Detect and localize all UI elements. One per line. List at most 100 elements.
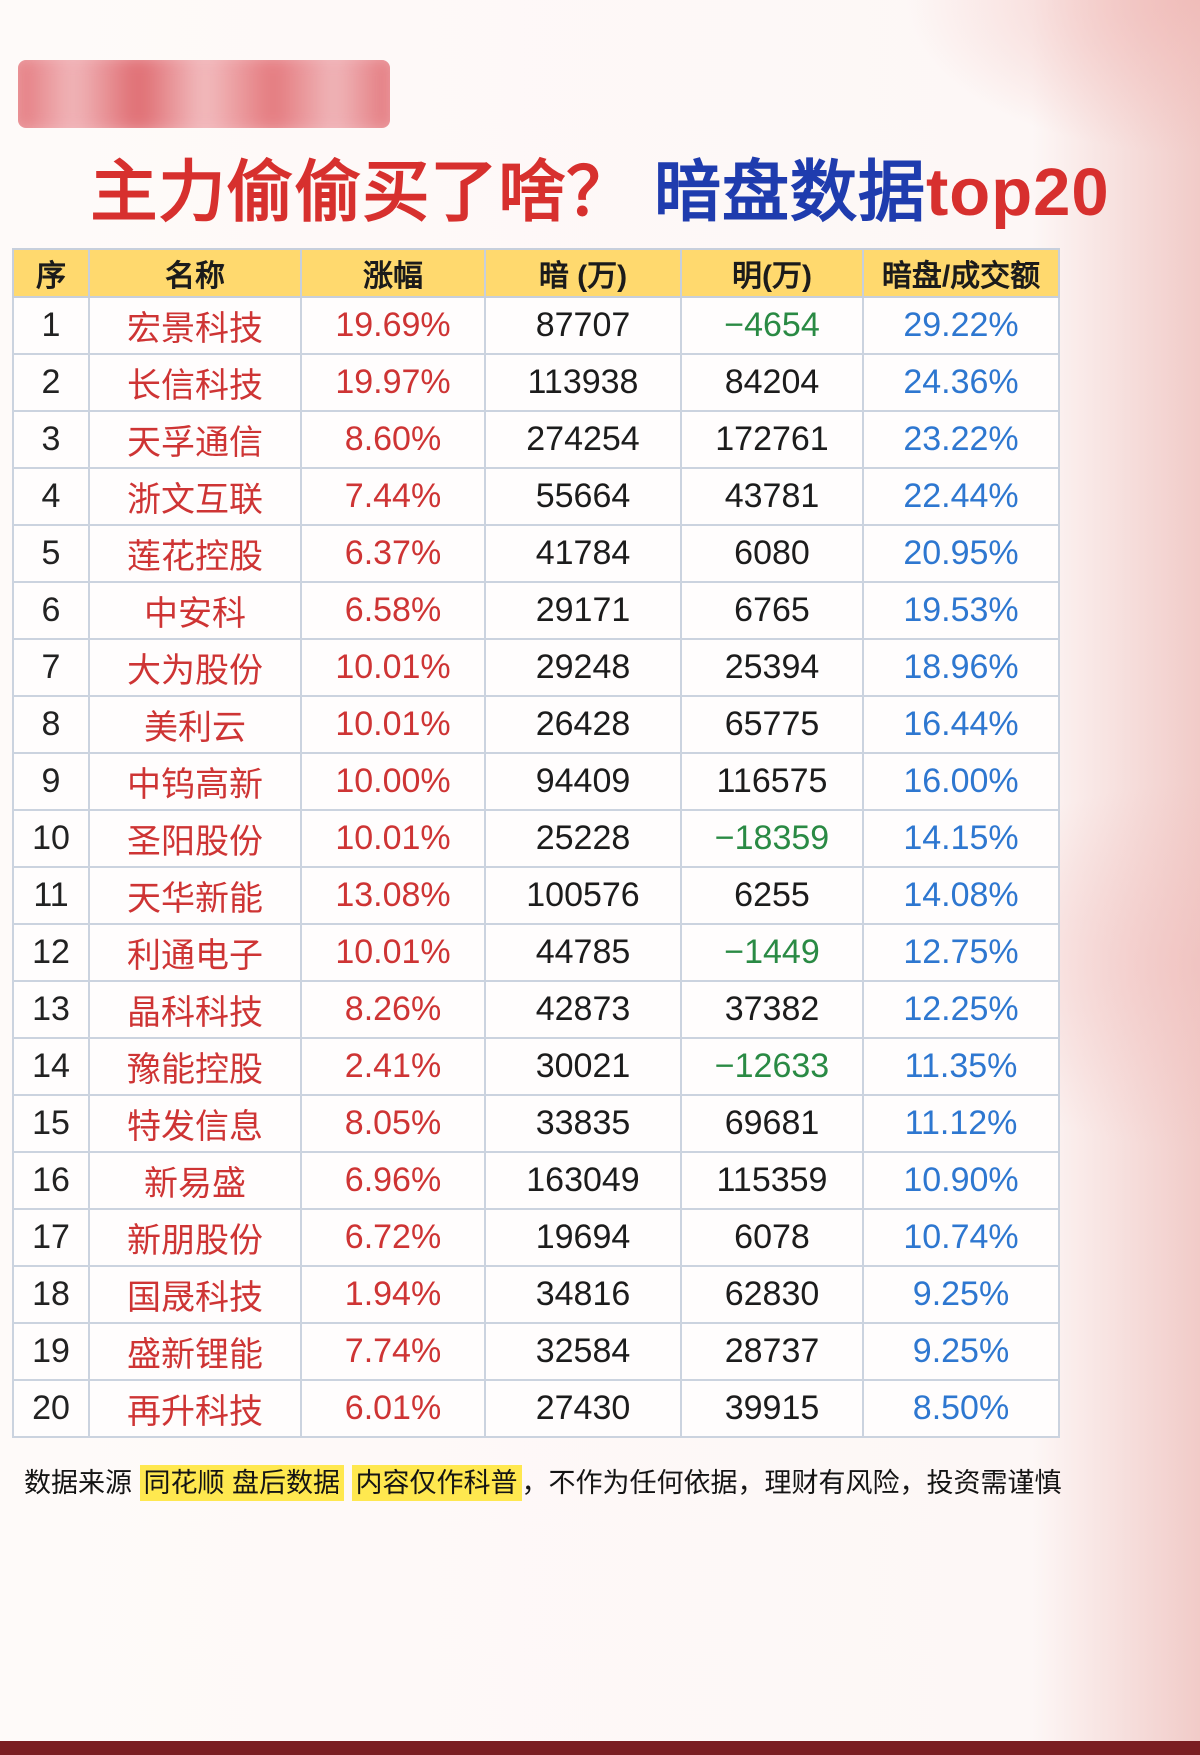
cell-name: 国晟科技 xyxy=(88,1265,302,1324)
cell-light: 69681 xyxy=(680,1094,864,1153)
cell-name: 豫能控股 xyxy=(88,1037,302,1096)
cell-change: 8.26% xyxy=(300,980,486,1039)
cell-ratio: 16.00% xyxy=(862,752,1060,811)
cell-light: 6080 xyxy=(680,524,864,583)
footer-note-highlight: 内容仅作科普 xyxy=(351,1465,522,1501)
cell-dark: 27430 xyxy=(484,1379,682,1438)
cell-change: 10.01% xyxy=(300,638,486,697)
cell-ratio: 10.90% xyxy=(862,1151,1060,1210)
table-row: 20 再升科技 6.01% 27430 39915 8.50% xyxy=(12,1379,1060,1438)
table-row: 14 豫能控股 2.41% 30021 −12633 11.35% xyxy=(12,1037,1060,1096)
cell-change: 10.00% xyxy=(300,752,486,811)
cell-rank: 17 xyxy=(12,1208,90,1267)
cell-light: 25394 xyxy=(680,638,864,697)
cell-name: 特发信息 xyxy=(88,1094,302,1153)
cell-name: 圣阳股份 xyxy=(88,809,302,868)
cell-rank: 15 xyxy=(12,1094,90,1153)
column-header: 名称 xyxy=(88,248,302,298)
cell-ratio: 22.44% xyxy=(862,467,1060,526)
cell-change: 13.08% xyxy=(300,866,486,925)
column-header: 明(万) xyxy=(680,248,864,298)
table-row: 12 利通电子 10.01% 44785 −1449 12.75% xyxy=(12,923,1060,982)
cell-dark: 32584 xyxy=(484,1322,682,1381)
footer-space xyxy=(344,1468,352,1498)
dark-pool-table: 序名称 涨幅暗 (万) 明(万) 暗盘/成交额 1 宏景科技 19.69% 87707 −46… xyxy=(12,248,1060,1438)
cell-rank: 10 xyxy=(12,809,90,868)
table-header-row: 序名称 涨幅暗 (万) 明(万) 暗盘/成交额 xyxy=(12,248,1060,298)
cell-dark: 25228 xyxy=(484,809,682,868)
bottom-bar xyxy=(0,1741,1200,1755)
table-row: 15 特发信息 8.05% 33835 69681 11.12% xyxy=(12,1094,1060,1153)
column-header: 暗盘/成交额 xyxy=(862,248,1060,298)
table-row: 9 中钨高新 10.00% 94409 116575 16.00% xyxy=(12,752,1060,811)
cell-ratio: 18.96% xyxy=(862,638,1060,697)
cell-change: 19.97% xyxy=(300,353,486,412)
cell-rank: 9 xyxy=(12,752,90,811)
cell-name: 新易盛 xyxy=(88,1151,302,1210)
table-row: 19 盛新锂能 7.74% 32584 28737 9.25% xyxy=(12,1322,1060,1381)
cell-light: −12633 xyxy=(680,1037,864,1096)
cell-change: 1.94% xyxy=(300,1265,486,1324)
cell-light: 116575 xyxy=(680,752,864,811)
column-header: 序 xyxy=(12,248,90,298)
cell-rank: 4 xyxy=(12,467,90,526)
cell-change: 6.01% xyxy=(300,1379,486,1438)
cell-rank: 7 xyxy=(12,638,90,697)
cell-rank: 18 xyxy=(12,1265,90,1324)
cell-rank: 12 xyxy=(12,923,90,982)
cell-change: 8.60% xyxy=(300,410,486,469)
table-row: 13 晶科科技 8.26% 42873 37382 12.25% xyxy=(12,980,1060,1039)
cell-name: 莲花控股 xyxy=(88,524,302,583)
cell-ratio: 19.53% xyxy=(862,581,1060,640)
cell-change: 10.01% xyxy=(300,695,486,754)
cell-change: 8.05% xyxy=(300,1094,486,1153)
cell-dark: 42873 xyxy=(484,980,682,1039)
cell-name: 大为股份 xyxy=(88,638,302,697)
table-row: 11 天华新能 13.08% 100576 6255 14.08% xyxy=(12,866,1060,925)
cell-dark: 55664 xyxy=(484,467,682,526)
cell-dark: 41784 xyxy=(484,524,682,583)
cell-rank: 20 xyxy=(12,1379,90,1438)
column-header: 涨幅 xyxy=(300,248,486,298)
cell-dark: 19694 xyxy=(484,1208,682,1267)
cell-name: 再升科技 xyxy=(88,1379,302,1438)
cell-dark: 33835 xyxy=(484,1094,682,1153)
cell-dark: 87707 xyxy=(484,296,682,355)
page-title: 主力偷偷买了啥？ 暗盘数据top20 xyxy=(0,138,1200,235)
cell-rank: 6 xyxy=(12,581,90,640)
cell-light: 6255 xyxy=(680,866,864,925)
table-row: 6 中安科 6.58% 29171 6765 19.53% xyxy=(12,581,1060,640)
cell-name: 长信科技 xyxy=(88,353,302,412)
cell-light: 172761 xyxy=(680,410,864,469)
cell-change: 7.44% xyxy=(300,467,486,526)
footer-suffix: ，不作为任何依据，理财有风险，投资需谨慎 xyxy=(521,1468,1062,1498)
cell-ratio: 12.75% xyxy=(862,923,1060,982)
cell-dark: 100576 xyxy=(484,866,682,925)
table-row: 5 莲花控股 6.37% 41784 6080 20.95% xyxy=(12,524,1060,583)
cell-ratio: 20.95% xyxy=(862,524,1060,583)
cell-rank: 14 xyxy=(12,1037,90,1096)
cell-rank: 2 xyxy=(12,353,90,412)
cell-change: 6.37% xyxy=(300,524,486,583)
disclaimer: 数据来源 同花顺 盘后数据 内容仅作科普 ，不作为任何依据，理财有风险，投资需谨慎 xyxy=(24,1465,1174,1501)
cell-light: 43781 xyxy=(680,467,864,526)
cell-name: 天华新能 xyxy=(88,866,302,925)
cell-ratio: 9.25% xyxy=(862,1322,1060,1381)
cell-ratio: 10.74% xyxy=(862,1208,1060,1267)
cell-change: 10.01% xyxy=(300,809,486,868)
cell-ratio: 23.22% xyxy=(862,410,1060,469)
column-header: 暗 (万) xyxy=(484,248,682,298)
cell-ratio: 24.36% xyxy=(862,353,1060,412)
cell-rank: 3 xyxy=(12,410,90,469)
cell-name: 利通电子 xyxy=(88,923,302,982)
table-row: 8 美利云 10.01% 26428 65775 16.44% xyxy=(12,695,1060,754)
table-row: 4 浙文互联 7.44% 55664 43781 22.44% xyxy=(12,467,1060,526)
cell-light: 6078 xyxy=(680,1208,864,1267)
table-row: 7 大为股份 10.01% 29248 25394 18.96% xyxy=(12,638,1060,697)
title-top20: top20 xyxy=(925,155,1110,230)
title-dark-pool: 暗盘数据 xyxy=(653,155,926,230)
cell-change: 6.58% xyxy=(300,581,486,640)
cell-name: 盛新锂能 xyxy=(88,1322,302,1381)
cell-ratio: 14.15% xyxy=(862,809,1060,868)
